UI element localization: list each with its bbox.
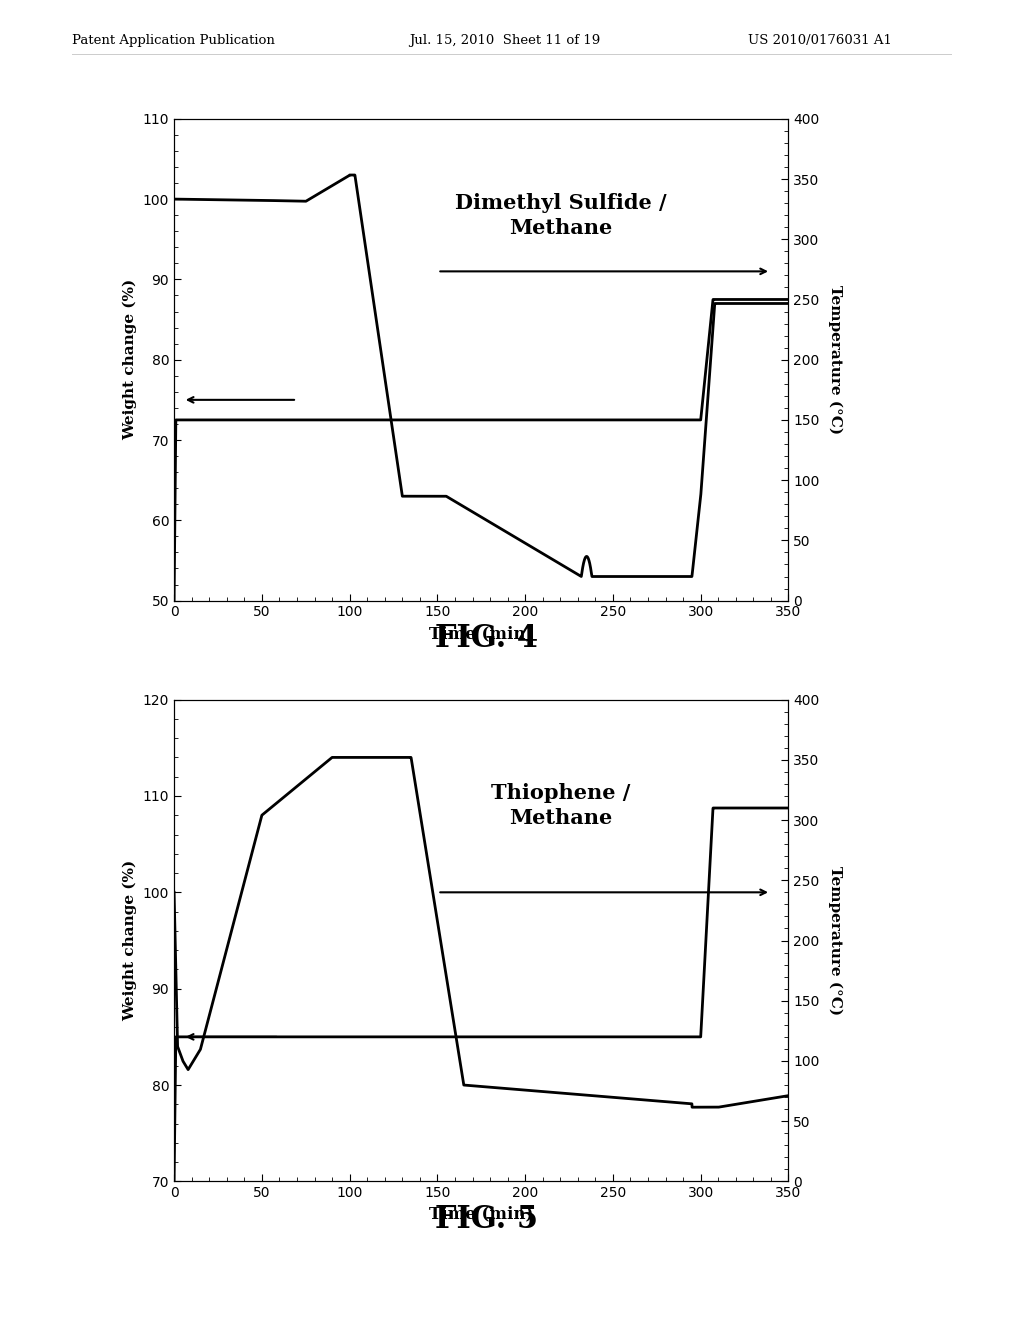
Text: Thiophene /
Methane: Thiophene / Methane bbox=[492, 783, 631, 828]
X-axis label: Time (min): Time (min) bbox=[429, 624, 534, 642]
Text: Dimethyl Sulfide /
Methane: Dimethyl Sulfide / Methane bbox=[456, 193, 667, 238]
Y-axis label: Weight change (%): Weight change (%) bbox=[123, 859, 137, 1022]
Text: FIG. 5: FIG. 5 bbox=[435, 1204, 538, 1234]
Y-axis label: Temperature (°C): Temperature (°C) bbox=[827, 866, 842, 1015]
Y-axis label: Temperature (°C): Temperature (°C) bbox=[827, 285, 842, 434]
Y-axis label: Weight change (%): Weight change (%) bbox=[123, 279, 137, 441]
Text: Patent Application Publication: Patent Application Publication bbox=[72, 34, 274, 48]
Text: FIG. 4: FIG. 4 bbox=[435, 623, 538, 653]
X-axis label: Time (min): Time (min) bbox=[429, 1205, 534, 1222]
Text: Jul. 15, 2010  Sheet 11 of 19: Jul. 15, 2010 Sheet 11 of 19 bbox=[410, 34, 601, 48]
Text: US 2010/0176031 A1: US 2010/0176031 A1 bbox=[748, 34, 892, 48]
